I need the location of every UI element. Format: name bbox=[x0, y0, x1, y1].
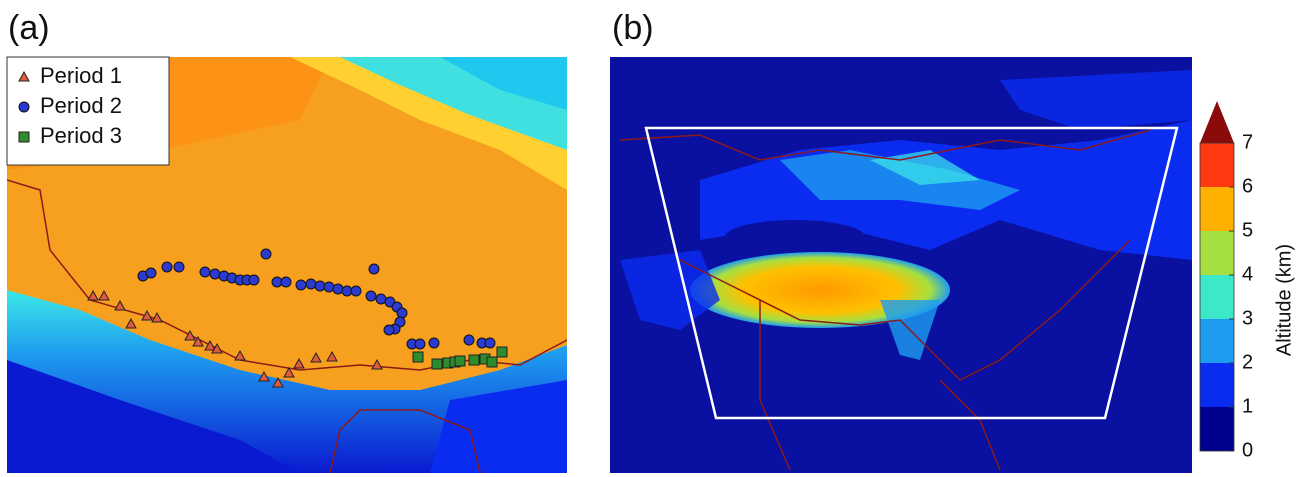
colorbar-tick-label: 6 bbox=[1242, 175, 1253, 197]
colorbar-band bbox=[1200, 187, 1234, 231]
colorbar-tick-label: 7 bbox=[1242, 131, 1253, 153]
triangle-marker bbox=[293, 357, 305, 369]
triangle-marker bbox=[283, 366, 295, 378]
circle-marker bbox=[248, 274, 260, 286]
colorbar-tick-label: 4 bbox=[1242, 263, 1253, 285]
triangle-marker bbox=[98, 289, 110, 301]
square-marker bbox=[431, 358, 443, 370]
colorbar: 0 1 2 3 4 5 6 7 bbox=[1199, 101, 1253, 461]
site-markers bbox=[87, 248, 508, 388]
circle-marker bbox=[305, 278, 317, 290]
colorbar-tick-label: 5 bbox=[1242, 219, 1253, 241]
map-a bbox=[7, 57, 567, 473]
legend-label: Period 3 bbox=[40, 123, 122, 148]
circle-marker bbox=[323, 281, 335, 293]
circle-marker bbox=[365, 290, 377, 302]
panel-label: (b) bbox=[612, 9, 654, 47]
panel-label: (a) bbox=[8, 9, 50, 47]
circle-marker bbox=[484, 337, 496, 349]
circle-marker bbox=[463, 334, 475, 346]
circle-marker bbox=[414, 338, 426, 350]
circle-marker bbox=[18, 101, 30, 113]
colorbar-tick-label: 0 bbox=[1242, 439, 1253, 461]
circle-marker bbox=[209, 268, 221, 280]
circle-marker bbox=[295, 279, 307, 291]
circle-marker bbox=[332, 283, 344, 295]
triangle-marker bbox=[272, 376, 284, 388]
square-marker bbox=[454, 355, 466, 367]
legend: Period 1 Period 2 Period 3 bbox=[18, 63, 122, 148]
square-marker bbox=[496, 346, 508, 358]
triangle-marker bbox=[114, 299, 126, 311]
circle-marker bbox=[280, 276, 292, 288]
triangle-marker bbox=[141, 309, 153, 321]
colorbar-tick-label: 2 bbox=[1242, 351, 1253, 373]
legend-box bbox=[6, 56, 170, 166]
colorbar-band bbox=[1200, 319, 1234, 363]
square-marker bbox=[468, 354, 480, 366]
triangle-marker bbox=[151, 311, 163, 323]
triangle-marker bbox=[125, 317, 137, 329]
circle-marker bbox=[383, 324, 395, 336]
circle-marker bbox=[368, 263, 380, 275]
triangle-marker bbox=[184, 329, 196, 341]
colorbar-band bbox=[1200, 363, 1234, 407]
triangle-marker bbox=[310, 351, 322, 363]
square-marker bbox=[18, 131, 30, 143]
colorbar-tick-label: 1 bbox=[1242, 395, 1253, 417]
triangle-marker bbox=[87, 289, 99, 301]
circle-marker bbox=[314, 280, 326, 292]
triangle-marker bbox=[258, 370, 270, 382]
triangle-marker bbox=[192, 335, 204, 347]
colorbar-band bbox=[1200, 275, 1234, 319]
circle-marker bbox=[375, 293, 387, 305]
domain-box bbox=[644, 126, 1179, 420]
triangle-marker bbox=[371, 358, 383, 370]
circle-marker bbox=[145, 267, 157, 279]
triangle-marker bbox=[18, 70, 30, 82]
colorbar-band bbox=[1200, 231, 1234, 275]
colorbar-extend bbox=[1200, 101, 1234, 143]
colorbar-band bbox=[1200, 143, 1234, 187]
colorbar-tick-label: 3 bbox=[1242, 307, 1253, 329]
colorbar-frame bbox=[1199, 142, 1235, 452]
circle-marker bbox=[173, 261, 185, 273]
triangle-marker bbox=[211, 342, 223, 354]
colorbar-band bbox=[1200, 407, 1234, 451]
triangle-marker bbox=[204, 339, 216, 351]
circle-marker bbox=[161, 261, 173, 273]
circle-marker bbox=[260, 248, 272, 260]
map-b bbox=[610, 57, 1192, 473]
circle-marker bbox=[350, 285, 362, 297]
triangle-marker bbox=[234, 349, 246, 361]
circle-marker bbox=[428, 337, 440, 349]
legend-label: Period 1 bbox=[40, 63, 122, 88]
circle-marker bbox=[396, 307, 408, 319]
circle-marker bbox=[199, 266, 211, 278]
triangle-marker bbox=[326, 350, 338, 362]
colorbar-label: Altitude (km) bbox=[1273, 244, 1295, 356]
square-marker bbox=[486, 356, 498, 368]
legend-label: Period 2 bbox=[40, 93, 122, 118]
square-marker bbox=[412, 351, 424, 363]
